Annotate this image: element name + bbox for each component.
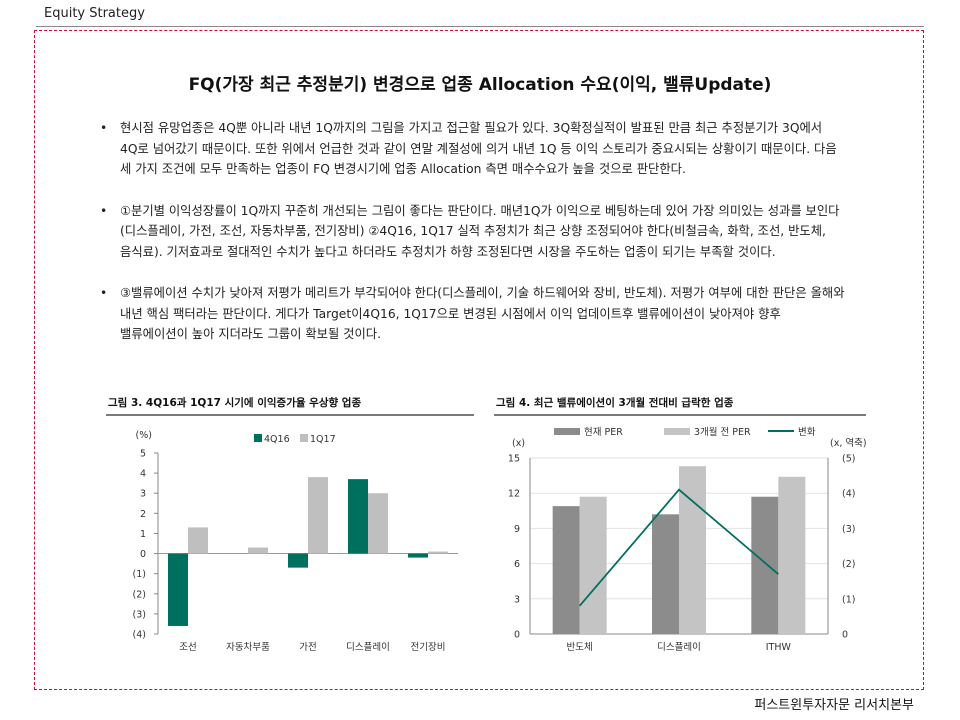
x-tick-label: 디스플레이 [346,642,390,653]
bar-4q16 [168,553,188,626]
bar-current-per [552,506,580,634]
figure4-rule [494,414,866,416]
legend-label: 4Q16 [264,434,290,445]
legend-label: 3개월 전 PER [694,426,751,438]
right-tick-label: (5) [842,454,855,465]
figure3-chart: (%) 5 4 3 2 1 0 (1) (2) (3) (4) 조선 자동차부품 가전 디스플레이 전기장비 4… [133,430,458,653]
y-tick-label: 2 [140,509,146,520]
bar-current-per [751,496,779,634]
y-axis-unit: (%) [136,430,152,441]
bar-1q17 [188,527,208,554]
y-tick-label: 0 [140,549,146,560]
legend-swatch [300,434,308,442]
x-tick-label: 디스플레이 [657,642,701,653]
left-tick-label: 6 [514,559,520,570]
figure4-chart: (x) (x, 역축) 15 12 9 6 3 0 (5) (4) (3) (2) (1) 0 반도체 디스플… [508,426,867,653]
bullet-text: ③밸류에이션 수치가 낮아져 저평가 메리트가 부각되어야 한다(디스플레이, … [120,286,845,341]
bar-1q17 [428,551,448,554]
section-label: Equity Strategy [44,6,145,21]
y-tick-label: 5 [140,449,146,460]
legend-swatch [664,428,690,435]
right-tick-label: (1) [842,594,855,605]
bar-4q16 [348,479,368,554]
legend-label: 현재 PER [584,427,623,438]
bullet-text: 현시점 유망업종은 4Q뿐 아니라 내년 1Q까지의 그림을 가지고 접근할 필… [120,121,837,176]
x-tick-label: 전기장비 [411,642,446,653]
legend-label: 1Q17 [310,434,336,445]
bullet-item: • 현시점 유망업종은 4Q뿐 아니라 내년 1Q까지의 그림을 가지고 접근할 … [100,118,845,180]
bar-prev-per [579,496,607,634]
x-tick-label: ITHW [766,642,792,653]
bar-current-per [652,514,679,634]
bar-1q17 [308,477,328,554]
left-tick-label: 0 [514,630,520,641]
right-tick-label: (2) [842,559,855,570]
right-tick-label: 0 [842,630,848,641]
bar-4q16 [408,553,428,558]
y-tick-label: (2) [133,589,146,600]
content-frame [34,30,924,690]
x-tick-label: 조선 [179,642,196,653]
bullet-dot-icon: • [100,121,108,135]
left-tick-label: 3 [514,594,520,605]
page-title: FQ(가장 최근 추정분기) 변경으로 업종 Allocation 수요(이익,… [188,75,772,95]
bar-prev-per [778,476,806,634]
x-tick-label: 가전 [299,642,316,653]
x-tick-label: 자동차부품 [226,641,270,653]
y-tick-label: 3 [140,489,146,500]
bullet-item: • ③밸류에이션 수치가 낮아져 저평가 메리트가 부각되어야 한다(디스플레이,… [100,283,845,345]
figure3-title: 그림 3. 4Q16과 1Q17 시기에 이익증가율 우상향 업종 [108,397,362,409]
bullet-text: ①분기별 이익성장률이 1Q까지 꾸준히 개선되는 그림이 좋다는 판단이다. … [120,203,840,259]
bar-prev-per [679,466,706,634]
figure4-title: 그림 4. 최근 밸류에이션이 3개월 전대비 급락한 업종 [496,397,734,409]
left-tick-label: 12 [508,489,520,500]
footer-credit: 퍼스트윈투자자문 리서치본부 [754,698,914,713]
header-rule [36,26,924,27]
bar-1q17 [248,547,268,554]
right-tick-label: (3) [842,524,855,535]
x-tick-label: 반도체 [567,642,593,653]
line-change [578,488,779,607]
figure3-rule [106,414,474,416]
y-tick-label: (4) [133,630,146,641]
y-tick-label: (3) [133,609,146,620]
legend-swatch [254,434,262,442]
y-tick-label: 1 [140,529,146,540]
bullet-item: • ①분기별 이익성장률이 1Q까지 꾸준히 개선되는 그림이 좋다는 판단이다.… [100,201,845,263]
legend-swatch [554,428,580,435]
left-tick-label: 15 [508,454,520,465]
y-tick-label: (1) [133,569,146,580]
left-axis-unit: (x) [512,438,525,449]
bar-4q16 [288,553,308,568]
bullet-dot-icon: • [100,203,108,218]
y-tick-label: 4 [140,469,146,480]
bullet-list: • 현시점 유망업종은 4Q뿐 아니라 내년 1Q까지의 그림을 가지고 접근할 … [100,118,845,366]
bullet-dot-icon: • [100,286,108,300]
right-tick-label: (4) [842,489,855,500]
legend-label: 변화 [798,427,816,438]
bar-1q17 [368,493,388,554]
left-tick-label: 9 [514,524,520,535]
right-axis-unit: (x, 역축) [830,438,867,449]
